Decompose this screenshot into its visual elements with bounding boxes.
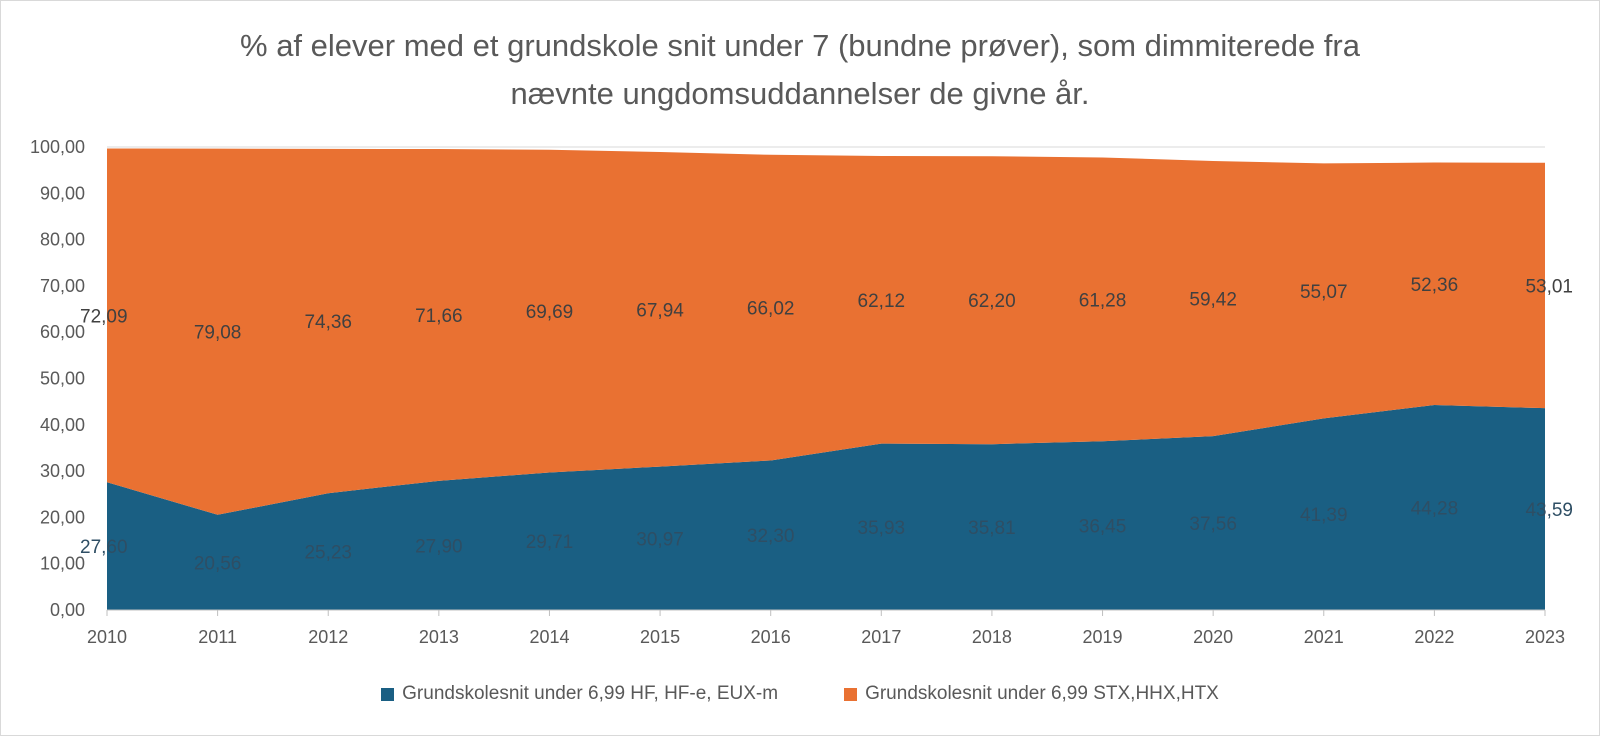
data-label-series-2: 67,94 bbox=[636, 300, 684, 321]
legend-label-series-1: Grundskolesnit under 6,99 HF, HF-e, EUX-… bbox=[402, 683, 779, 704]
x-tick-label: 2014 bbox=[529, 627, 569, 647]
legend-swatch-series-2 bbox=[844, 687, 858, 701]
y-tick-label: 0,00 bbox=[50, 600, 85, 620]
data-label-series-1: 36,45 bbox=[1079, 517, 1127, 538]
y-tick-label: 10,00 bbox=[40, 554, 85, 574]
data-label-series-2: 55,07 bbox=[1300, 282, 1348, 303]
y-tick-label: 50,00 bbox=[40, 369, 85, 389]
y-tick-label: 70,00 bbox=[40, 276, 85, 296]
data-label-series-1: 35,81 bbox=[968, 518, 1016, 539]
data-label-series-1: 30,97 bbox=[636, 529, 684, 550]
legend-item-series-1: Grundskolesnit under 6,99 HF, HF-e, EUX-… bbox=[381, 683, 778, 705]
data-label-series-1: 43,59 bbox=[1525, 500, 1573, 521]
data-label-series-2: 79,08 bbox=[194, 323, 242, 344]
data-label-series-2: 69,69 bbox=[526, 302, 574, 323]
data-label-series-2: 62,20 bbox=[968, 291, 1016, 312]
x-tick-label: 2023 bbox=[1525, 627, 1565, 647]
legend-label-series-2: Grundskolesnit under 6,99 STX,HHX,HTX bbox=[865, 683, 1219, 704]
x-tick-label: 2020 bbox=[1193, 627, 1233, 647]
data-label-series-2: 71,66 bbox=[415, 306, 463, 327]
y-tick-label: 90,00 bbox=[40, 183, 85, 203]
axes: 0,00 10,00 20,00 30,00 40,00 50,00 60,00 70,00 8… bbox=[30, 137, 1565, 647]
area-series-2 bbox=[107, 148, 1545, 515]
data-label-series-2: 53,01 bbox=[1525, 276, 1573, 297]
legend-item-series-2: Grundskolesnit under 6,99 STX,HHX,HTX bbox=[844, 683, 1219, 705]
y-tick-label: 60,00 bbox=[40, 322, 85, 342]
data-label-series-2: 72,09 bbox=[80, 306, 128, 327]
data-label-series-1: 25,23 bbox=[304, 543, 352, 564]
data-label-series-1: 27,60 bbox=[80, 537, 128, 558]
y-tick-label: 80,00 bbox=[40, 230, 85, 250]
x-tick-label: 2016 bbox=[751, 627, 791, 647]
data-label-series-1: 37,56 bbox=[1189, 514, 1237, 535]
data-label-series-1: 35,93 bbox=[858, 518, 906, 539]
data-label-series-2: 62,12 bbox=[858, 291, 906, 312]
legend-swatch-series-1 bbox=[381, 687, 395, 701]
data-label-series-1: 20,56 bbox=[194, 553, 242, 574]
x-tick-label: 2018 bbox=[972, 627, 1012, 647]
x-tick-label: 2011 bbox=[198, 627, 237, 647]
data-label-series-1: 41,39 bbox=[1300, 505, 1348, 526]
chart-title-line-2: nævnte ungdomsuddannelser de givne år. bbox=[510, 76, 1090, 111]
legend: Grundskolesnit under 6,99 HF, HF-e, EUX-… bbox=[0, 683, 1600, 705]
chart-title-line-1: % af elever med et grundskole snit under… bbox=[240, 28, 1360, 63]
data-label-series-2: 52,36 bbox=[1411, 275, 1459, 296]
x-tick-label: 2012 bbox=[308, 627, 348, 647]
x-tick-label: 2019 bbox=[1083, 627, 1123, 647]
data-label-series-2: 74,36 bbox=[304, 312, 352, 333]
x-tick-label: 2017 bbox=[861, 627, 901, 647]
x-tick-label: 2015 bbox=[640, 627, 680, 647]
data-label-series-1: 29,71 bbox=[526, 532, 574, 553]
y-tick-label: 30,00 bbox=[40, 461, 85, 481]
area-series-group bbox=[107, 148, 1545, 610]
data-label-series-1: 32,30 bbox=[747, 526, 795, 547]
data-label-series-2: 61,28 bbox=[1079, 290, 1127, 311]
x-tick-label: 2022 bbox=[1414, 627, 1454, 647]
x-tick-label: 2013 bbox=[419, 627, 459, 647]
data-labels: 27,60 20,56 25,23 27,90 29,71 30,97 32,30 35,93… bbox=[80, 275, 1573, 575]
y-tick-label: 20,00 bbox=[40, 507, 85, 527]
chart-title: % af elever med et grundskole snit under… bbox=[150, 22, 1450, 118]
x-tick-label: 2021 bbox=[1304, 627, 1344, 647]
data-label-series-1: 44,28 bbox=[1411, 498, 1459, 519]
data-label-series-1: 27,90 bbox=[415, 536, 463, 557]
data-label-series-2: 66,02 bbox=[747, 299, 795, 320]
data-label-series-2: 59,42 bbox=[1189, 290, 1237, 311]
y-tick-label: 100,00 bbox=[30, 137, 85, 157]
x-tick-label: 2010 bbox=[87, 627, 127, 647]
area-series-1 bbox=[107, 404, 1545, 610]
y-tick-label: 40,00 bbox=[40, 415, 85, 435]
